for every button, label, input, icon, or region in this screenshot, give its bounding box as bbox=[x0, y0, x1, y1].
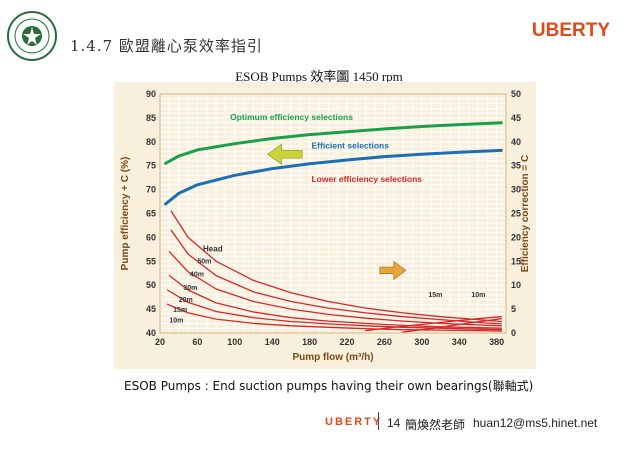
footer-divider bbox=[378, 412, 379, 430]
y-axis-label: Pump efficiency + C (%) bbox=[120, 157, 131, 271]
head-curve-label: 30m bbox=[183, 285, 197, 292]
footer-brand: UBERTY bbox=[325, 416, 383, 428]
series-line-5 bbox=[168, 274, 502, 329]
efficiency-chart: 20 60 100 140 180 220 260 300 340 380404550556065… bbox=[120, 89, 531, 363]
x-axis-label: Pump flow (m³/h) bbox=[292, 352, 373, 363]
y-tick-label: 85 bbox=[146, 113, 156, 123]
y-tick-label: 55 bbox=[146, 256, 156, 266]
y2-tick-label: 0 bbox=[511, 328, 516, 338]
y-tick-label: 90 bbox=[146, 89, 156, 99]
y-tick-label: 80 bbox=[146, 137, 156, 147]
series-line-4 bbox=[168, 251, 502, 327]
series-line-7 bbox=[166, 303, 502, 332]
x-tick-label: 20 bbox=[155, 337, 165, 347]
x-tick-label: 100 bbox=[227, 337, 242, 347]
university-seal-logo bbox=[7, 11, 57, 61]
x-tick-label: 180 bbox=[302, 337, 317, 347]
series-line-0 bbox=[164, 121, 503, 165]
y2-tick-label: 10 bbox=[511, 280, 521, 290]
y2-tick-label: 40 bbox=[511, 137, 521, 147]
series-line-8 bbox=[365, 316, 502, 332]
head-curve-label: 50m bbox=[197, 259, 211, 266]
y2-tick-label: 15 bbox=[511, 256, 521, 266]
series-line-6 bbox=[166, 289, 502, 331]
optimum-annotation: Optimum efficiency selections bbox=[230, 112, 353, 122]
chart-frame: 20 60 100 140 180 220 260 300 340 380 40 45 50 55 60 65… bbox=[114, 82, 536, 369]
x-tick-label: 380 bbox=[489, 337, 504, 347]
head-curve-label: 10m bbox=[169, 317, 183, 324]
y-tick-label: 75 bbox=[146, 161, 156, 171]
y-tick-label: 40 bbox=[146, 328, 156, 338]
brand-logo-text: UBERTY bbox=[531, 20, 610, 41]
y-tick-label: 50 bbox=[146, 280, 156, 290]
x-tick-label: 300 bbox=[414, 337, 429, 347]
plot-border bbox=[159, 93, 507, 334]
series-layer bbox=[164, 121, 503, 333]
footer-author: 簡煥然老師 bbox=[405, 418, 466, 432]
efficient-annotation: Efficient selections bbox=[311, 140, 389, 150]
y2-tick-label: 35 bbox=[511, 161, 521, 171]
x-tick-label: 140 bbox=[265, 337, 280, 347]
left-arrow-icon bbox=[267, 143, 303, 165]
right-arrow-icon bbox=[379, 260, 407, 281]
series-line-9 bbox=[402, 318, 502, 333]
page-number: 14 bbox=[387, 416, 401, 430]
lower-annotation: Lower efficiency selections bbox=[311, 174, 422, 184]
footer-email: huan12@ms5.hinet.net bbox=[473, 416, 598, 430]
y-tick-label: 65 bbox=[146, 209, 156, 219]
head-curve-label: 20m bbox=[179, 297, 193, 304]
series-line-1 bbox=[164, 148, 503, 206]
head-curve-label: 40m bbox=[190, 272, 204, 279]
y2-axis-label: Efficiency correction = C bbox=[520, 155, 531, 273]
curve-label-15m-right: 15m bbox=[428, 292, 442, 299]
y-tick-label: 70 bbox=[146, 185, 156, 195]
label-layer: 20 60 100 140 180 220 260 300 340 380404550556065… bbox=[120, 89, 531, 363]
y2-tick-label: 45 bbox=[511, 113, 521, 123]
y2-tick-label: 25 bbox=[511, 209, 521, 219]
head-curve-label: 15m bbox=[173, 307, 187, 314]
x-tick-label: 60 bbox=[192, 337, 202, 347]
x-tick-label: 340 bbox=[452, 337, 467, 347]
x-tick-label: 260 bbox=[377, 337, 392, 347]
y2-tick-label: 20 bbox=[511, 232, 521, 242]
x-tick-label: 220 bbox=[340, 337, 355, 347]
y2-tick-label: 50 bbox=[511, 89, 521, 99]
grid bbox=[159, 93, 507, 334]
section-title: 1.4.7 歐盟離心泵效率指引 bbox=[70, 37, 263, 55]
y2-tick-label: 30 bbox=[511, 185, 521, 195]
head-label: Head bbox=[203, 245, 223, 254]
series-line-2 bbox=[170, 210, 502, 323]
y-tick-label: 60 bbox=[146, 232, 156, 242]
y2-tick-label: 5 bbox=[511, 304, 516, 314]
curve-label-10m-right: 10m bbox=[471, 292, 485, 299]
chart-caption: ESOB Pumps : End suction pumps having th… bbox=[124, 379, 534, 393]
y-tick-label: 45 bbox=[146, 304, 156, 314]
chart-title: ESOB Pumps 效率圖 1450 rpm bbox=[235, 69, 403, 84]
